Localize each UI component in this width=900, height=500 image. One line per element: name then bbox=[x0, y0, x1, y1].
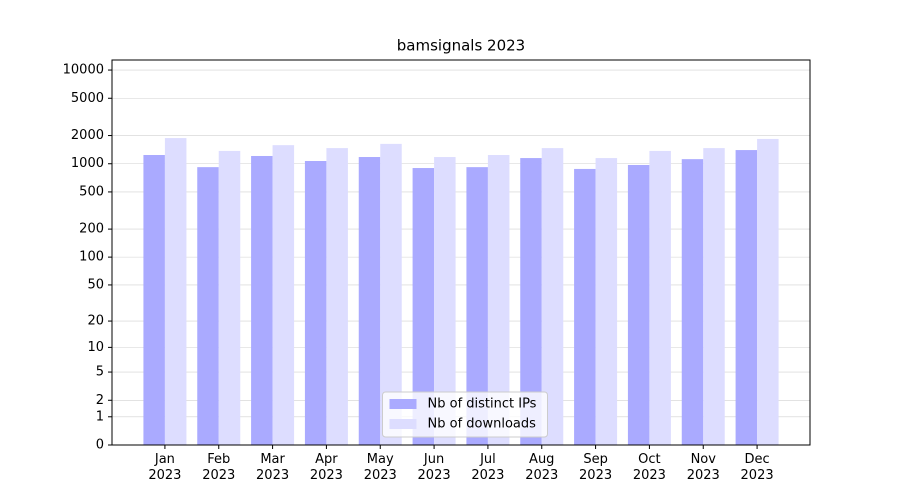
x-tick-label: Oct 2023 bbox=[632, 452, 666, 483]
bar bbox=[757, 138, 779, 446]
x-tick-label: Dec 2023 bbox=[740, 452, 774, 483]
bar bbox=[251, 155, 273, 446]
x-tick-label-box: Nov 2023 bbox=[686, 452, 720, 483]
x-tick-label-box: Feb 2023 bbox=[202, 452, 236, 483]
y-tick-label: 20 bbox=[87, 314, 104, 329]
x-tick-label-box: Jun 2023 bbox=[417, 452, 451, 483]
y-tick-label: 0 bbox=[96, 438, 104, 453]
x-tick-label: Apr 2023 bbox=[309, 452, 343, 483]
x-tick-label-box: Jan 2023 bbox=[148, 452, 182, 483]
y-tick-label: 1000 bbox=[71, 156, 104, 171]
plot-frame bbox=[111, 59, 811, 446]
x-tick-label: Mar 2023 bbox=[256, 452, 290, 483]
bar bbox=[541, 148, 564, 445]
bar bbox=[412, 168, 435, 445]
x-tick-label-box: Sep 2023 bbox=[579, 452, 613, 483]
bar bbox=[197, 167, 219, 445]
x-tick-label: Jun 2023 bbox=[417, 452, 451, 483]
y-tick-label: 50 bbox=[87, 277, 104, 292]
legend-label: Nb of distinct IPs bbox=[428, 397, 537, 412]
bar bbox=[272, 145, 295, 446]
y-tick-label: 5 bbox=[96, 365, 104, 380]
y-tick-label: 200 bbox=[79, 222, 104, 237]
bar bbox=[649, 150, 671, 445]
bar bbox=[434, 157, 456, 446]
bar bbox=[487, 154, 510, 445]
y-tick-label: 500 bbox=[79, 184, 104, 199]
bar bbox=[326, 148, 348, 445]
legend-box bbox=[382, 391, 548, 438]
bar bbox=[681, 159, 704, 445]
bar bbox=[574, 168, 596, 445]
y-tick-label: 2 bbox=[96, 393, 104, 408]
y-tick-label: 10 bbox=[87, 340, 104, 355]
x-tick-label: Jan 2023 bbox=[148, 452, 182, 483]
bar bbox=[735, 150, 758, 446]
x-tick-label: Nov 2023 bbox=[686, 452, 720, 483]
bar bbox=[466, 167, 488, 445]
bar bbox=[143, 154, 165, 445]
x-tick-label-box: Oct 2023 bbox=[632, 452, 666, 483]
bar bbox=[703, 148, 725, 445]
x-tick-label: Aug 2023 bbox=[525, 452, 559, 483]
bar bbox=[627, 164, 650, 445]
x-tick-label: May 2023 bbox=[363, 452, 397, 483]
legend-label: Nb of downloads bbox=[428, 417, 537, 432]
y-tick-label: 1 bbox=[96, 409, 104, 424]
x-tick-label-box: Jul 2023 bbox=[471, 452, 505, 483]
x-tick-label: Sep 2023 bbox=[579, 452, 613, 483]
x-tick-label: Feb 2023 bbox=[202, 452, 236, 483]
bar bbox=[304, 160, 327, 445]
legend-swatch bbox=[389, 399, 417, 409]
bar bbox=[380, 143, 402, 446]
bar bbox=[358, 157, 381, 446]
bar bbox=[218, 150, 241, 445]
y-tick-label: 2000 bbox=[71, 128, 104, 143]
x-tick-label-box: Dec 2023 bbox=[740, 452, 774, 483]
x-tick-label-box: Apr 2023 bbox=[309, 452, 343, 483]
y-tick-label: 100 bbox=[79, 250, 104, 265]
x-tick-label-box: Aug 2023 bbox=[525, 452, 559, 483]
x-tick-label: Jul 2023 bbox=[471, 452, 505, 483]
legend-swatch bbox=[389, 419, 417, 429]
x-tick-label-box: May 2023 bbox=[363, 452, 397, 483]
y-tick-label: 5000 bbox=[71, 91, 104, 106]
chart-title: bamsignals 2023 bbox=[397, 37, 525, 55]
x-tick-label-box: Mar 2023 bbox=[256, 452, 290, 483]
bar bbox=[520, 158, 542, 445]
bar bbox=[595, 158, 618, 445]
bar bbox=[164, 138, 187, 445]
y-tick-label: 10000 bbox=[63, 63, 104, 78]
